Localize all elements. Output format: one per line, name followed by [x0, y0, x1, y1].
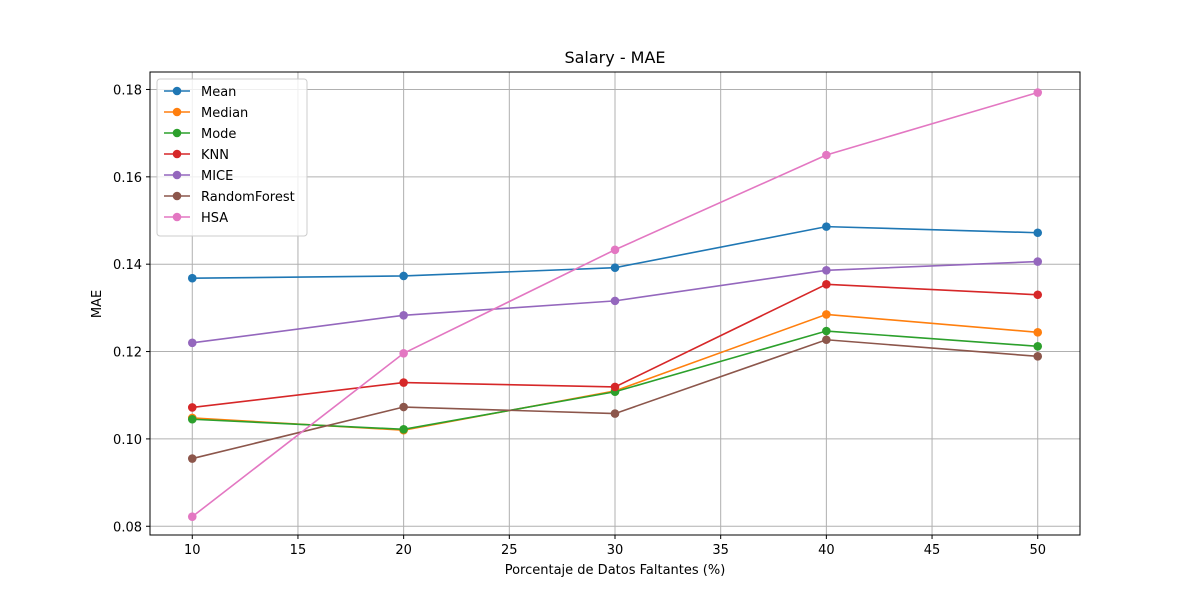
y-tick-label: 0.10 [113, 433, 142, 448]
legend-label: MICE [201, 169, 233, 184]
legend-label: Median [201, 106, 248, 121]
legend-entry-median: Median [164, 106, 248, 121]
data-point-hsa [399, 348, 408, 358]
chart-title: Salary - MAE [564, 48, 665, 67]
x-tick-label: 40 [818, 543, 835, 558]
y-tick-label: 0.12 [113, 346, 142, 361]
legend-swatch-marker [172, 149, 182, 159]
legend: Mean Median Mode KNN MICE RandomForest HSA [156, 78, 308, 237]
x-tick-label: 15 [290, 543, 307, 558]
data-point-mean [1033, 228, 1043, 238]
data-point-randomforest [610, 409, 620, 418]
x-tick-label: 45 [924, 543, 941, 558]
data-point-mice [610, 296, 620, 306]
legend-label: Mode [201, 127, 236, 142]
data-point-randomforest [822, 335, 831, 345]
y-axis: 0.08 0.10 0.12 0.14 0.16 0.18 [113, 83, 150, 535]
legend-entry-knn: KNN [164, 148, 229, 163]
series-hsa [187, 88, 1043, 521]
legend-entry-mice: MICE [164, 169, 233, 184]
legend-label: RandomForest [201, 190, 295, 205]
y-tick-label: 0.16 [113, 171, 142, 186]
data-point-mean [610, 263, 620, 272]
data-point-knn [399, 378, 408, 387]
data-point-mice [187, 338, 197, 348]
data-point-knn [1033, 290, 1043, 300]
data-point-mice [1033, 257, 1043, 266]
legend-swatch-marker [172, 191, 182, 201]
data-point-mean [399, 271, 408, 281]
y-tick-label: 0.18 [113, 83, 142, 98]
data-point-median [1033, 328, 1043, 337]
legend-label: Mean [201, 85, 236, 100]
data-point-mode [399, 424, 408, 434]
legend-entry-randomforest: RandomForest [164, 190, 295, 205]
data-point-randomforest [399, 402, 408, 412]
data-point-hsa [1033, 88, 1043, 97]
legend-swatch-marker [172, 212, 182, 222]
series-randomforest [187, 335, 1043, 463]
data-point-knn [610, 382, 620, 392]
series-mode [187, 326, 1043, 434]
y-tick-label: 0.08 [113, 520, 142, 535]
x-axis-label: Porcentaje de Datos Faltantes (%) [505, 563, 726, 578]
data-point-randomforest [187, 454, 197, 463]
legend-label: KNN [201, 148, 229, 163]
x-tick-label: 10 [184, 543, 201, 558]
x-axis: 10 15 20 25 30 35 40 45 50 [184, 535, 1046, 558]
x-tick-label: 50 [1029, 543, 1046, 558]
legend-label: HSA [201, 211, 228, 226]
legend-swatch-marker [172, 86, 182, 96]
data-point-hsa [822, 150, 831, 160]
y-tick-label: 0.14 [113, 258, 142, 273]
y-axis-label: MAE [90, 290, 105, 318]
x-tick-label: 30 [607, 543, 624, 558]
x-tick-label: 25 [501, 543, 518, 558]
data-point-hsa [610, 245, 620, 255]
data-point-mode [822, 326, 831, 336]
series-mice [187, 257, 1043, 348]
x-tick-label: 35 [712, 543, 729, 558]
data-point-knn [187, 403, 197, 412]
series-mean [187, 222, 1043, 283]
series-layer [187, 88, 1043, 521]
data-point-hsa [187, 512, 197, 521]
grid [150, 72, 1080, 535]
data-point-mice [399, 310, 408, 320]
series-knn [187, 279, 1043, 412]
legend-swatch-marker [172, 107, 182, 117]
data-point-mode [1033, 342, 1043, 351]
data-point-randomforest [1033, 352, 1043, 361]
data-point-median [822, 310, 831, 319]
legend-swatch-marker [172, 170, 182, 180]
legend-entry-mean: Mean [164, 85, 236, 100]
data-point-mean [187, 273, 197, 283]
x-tick-label: 20 [395, 543, 412, 558]
data-point-knn [822, 279, 831, 289]
legend-swatch-marker [172, 128, 182, 138]
legend-entry-hsa: HSA [164, 211, 228, 226]
data-point-mode [187, 414, 197, 424]
data-point-mean [822, 222, 831, 231]
legend-box [156, 78, 308, 237]
legend-entry-mode: Mode [164, 127, 236, 142]
data-point-mice [822, 266, 831, 275]
